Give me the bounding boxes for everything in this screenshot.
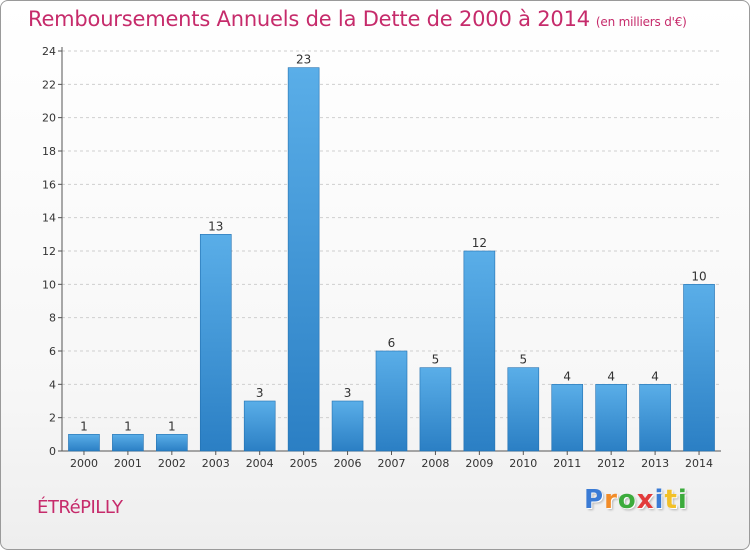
bar (112, 434, 144, 452)
data-label: 4 (651, 369, 659, 383)
y-tick-label: 20 (42, 112, 56, 125)
data-label: 10 (691, 269, 706, 283)
x-tick-label: 2006 (334, 457, 362, 470)
y-tick-label: 4 (49, 378, 56, 391)
data-label: 3 (344, 386, 352, 400)
x-tick-label: 2002 (158, 457, 186, 470)
bar (463, 250, 496, 452)
data-label: 5 (432, 353, 440, 367)
data-label: 13 (208, 219, 223, 233)
y-tick-label: 2 (49, 412, 56, 425)
y-tick-label: 14 (42, 212, 56, 225)
data-label: 4 (607, 369, 615, 383)
bar (331, 400, 364, 452)
data-label: 5 (519, 353, 527, 367)
bar (287, 67, 320, 452)
data-label: 4 (563, 369, 571, 383)
x-tick-label: 2003 (202, 457, 230, 470)
chart-title-text: Remboursements Annuels de la Dette de 20… (28, 7, 590, 31)
bar (156, 434, 188, 452)
x-tick-label: 2000 (70, 457, 98, 470)
bar (375, 350, 408, 452)
logo-letter: i (677, 485, 688, 515)
x-tick-label: 2004 (246, 457, 274, 470)
bar (243, 400, 276, 452)
y-tick-label: 12 (42, 245, 56, 258)
bar (199, 234, 232, 452)
bar (683, 284, 715, 452)
data-label: 23 (296, 53, 311, 67)
bar (639, 384, 671, 452)
y-tick-label: 16 (42, 178, 56, 191)
bar (595, 384, 627, 452)
x-tick-label: 2011 (553, 457, 581, 470)
data-label: 12 (472, 236, 487, 250)
proxiti-logo: Proxiti (584, 485, 688, 515)
bar (551, 384, 584, 452)
x-tick-label: 2014 (685, 457, 713, 470)
x-tick-label: 2009 (465, 457, 493, 470)
data-label: 1 (124, 419, 132, 433)
y-tick-label: 22 (42, 78, 56, 91)
y-tick-label: 6 (49, 345, 56, 358)
x-tick-label: 2005 (290, 457, 318, 470)
bar (507, 367, 540, 452)
logo-letter: r (604, 485, 618, 515)
x-tick-label: 2001 (114, 457, 142, 470)
logo-letter: P (584, 485, 605, 515)
y-tick-label: 0 (49, 445, 56, 458)
logo-letter: i (654, 485, 665, 515)
y-tick-label: 10 (42, 278, 56, 291)
x-tick-label: 2013 (641, 457, 669, 470)
y-tick-label: 24 (42, 45, 56, 58)
logo-letter: t (664, 485, 678, 515)
bar (419, 367, 452, 452)
x-tick-label: 2007 (378, 457, 406, 470)
x-tick-label: 2012 (597, 457, 625, 470)
logo-letter: x (636, 485, 655, 515)
y-tick-label: 18 (42, 145, 56, 158)
x-tick-label: 2008 (421, 457, 449, 470)
place-name: ÉTRéPILLY (37, 497, 123, 518)
chart-subtitle: (en milliers d'€) (595, 15, 687, 29)
bar (68, 434, 100, 452)
data-label: 1 (80, 419, 88, 433)
x-tick-label: 2010 (509, 457, 537, 470)
data-label: 6 (388, 336, 396, 350)
y-tick-label: 8 (49, 312, 56, 325)
logo-letter: o (617, 485, 637, 515)
data-label: 1 (168, 419, 176, 433)
data-label: 3 (256, 386, 264, 400)
chart-title: Remboursements Annuels de la Dette de 20… (28, 7, 687, 31)
